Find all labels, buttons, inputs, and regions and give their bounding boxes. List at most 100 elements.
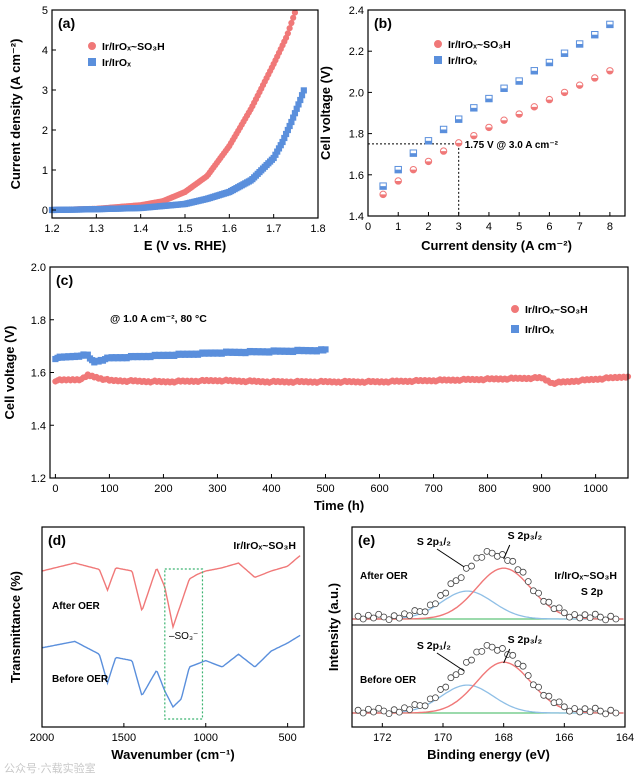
xps-data-point (519, 662, 527, 670)
y-axis-label: Current density (A cm⁻²) (8, 39, 23, 190)
pointer-arrow (436, 548, 465, 568)
xps-data-point (406, 612, 414, 620)
x-tick-label: 1 (395, 221, 401, 233)
xps-data-point (581, 705, 589, 713)
panel-a-frame (51, 9, 319, 219)
xps-data-point (607, 612, 615, 620)
x-tick-label: 8 (607, 221, 613, 233)
pointer-arrow (436, 652, 465, 672)
plot-title: Ir/IrOₓ~SO₃H (554, 570, 617, 582)
xps-data-point (359, 709, 367, 717)
annotation: @ 1.0 A cm⁻², 80 °C (110, 313, 207, 325)
xps-data-point (545, 598, 553, 606)
data-point-half (576, 43, 583, 48)
peak-label: S 2p₃/₂ (508, 530, 543, 542)
x-tick-label: 2000 (30, 732, 54, 744)
xps-data-point (566, 613, 573, 621)
data-point-half (395, 180, 402, 185)
y-tick-label: 3 (42, 85, 48, 97)
y-tick-label: 2.0 (31, 262, 46, 274)
x-tick-label: 700 (424, 483, 442, 495)
data-point-half (395, 169, 402, 173)
xps-data-point (488, 643, 496, 651)
spectrum-line (41, 555, 301, 630)
xps-data-point (447, 580, 455, 588)
x-tick-label: 2 (425, 221, 431, 233)
x-tick-label: 1500 (112, 732, 136, 744)
y-tick-label: 0 (42, 205, 48, 217)
xps-data-point (591, 704, 599, 712)
xps-data-point (571, 611, 579, 618)
xps-data-point (406, 706, 414, 714)
x-tick-label: 168 (494, 732, 512, 744)
x-tick-label: 1000 (194, 732, 218, 744)
spectrum-line (41, 634, 301, 709)
legend-label: Ir/IrOₓ (102, 57, 131, 69)
xps-data-point (385, 710, 393, 718)
x-tick-label: 100 (100, 483, 118, 495)
x-tick-label: 1.8 (310, 223, 325, 235)
xps-data-point (452, 577, 460, 585)
x-axis-label: Wavenumber (cm⁻¹) (111, 747, 234, 762)
panel-c-frame (49, 266, 629, 479)
legend-marker (511, 325, 519, 333)
legend-label: Ir/IrOₓ~SO₃H (102, 41, 165, 53)
data-point (286, 25, 293, 32)
xps-data-point (597, 613, 604, 621)
y-tick-label: 1.4 (349, 211, 364, 223)
data-point (290, 14, 297, 21)
xps-data-point (560, 609, 568, 617)
x-tick-label: 6 (546, 221, 552, 233)
xps-data-point (432, 600, 439, 608)
x-tick-label: 300 (208, 483, 226, 495)
legend-marker (511, 305, 519, 313)
data-point-half (546, 62, 553, 66)
x-tick-label: 3 (456, 221, 462, 233)
pointer-arrow (503, 648, 511, 664)
x-tick-label: 800 (478, 483, 496, 495)
data-point (284, 30, 291, 37)
data-point-half (515, 81, 523, 85)
xps-data-point (364, 705, 372, 713)
xps-data-point (370, 614, 377, 622)
curve-label: After OER (52, 601, 101, 612)
curve-label: Before OER (360, 675, 417, 686)
y-tick-label: 1.6 (349, 170, 364, 182)
xps-data-point (375, 704, 383, 712)
x-tick-label: 500 (278, 732, 296, 744)
xps-data-point (452, 671, 460, 679)
data-point-half (591, 77, 598, 82)
xps-data-point (586, 614, 594, 622)
data-point (291, 9, 299, 16)
data-point-half (470, 107, 478, 112)
xps-data-point (354, 706, 362, 714)
data-point-half (440, 151, 447, 155)
xps-data-point (509, 651, 517, 659)
xps-data-point (555, 698, 563, 706)
legend-marker (434, 56, 442, 64)
data-point-half (515, 114, 523, 118)
x-tick-label: 1.5 (177, 223, 192, 235)
xps-data-point (555, 604, 563, 612)
x-tick-label: 600 (370, 483, 388, 495)
legend-label: Ir/IrOₓ~SO₃H (448, 39, 511, 51)
xps-data-point (576, 614, 584, 622)
xps-data-point (524, 672, 532, 679)
panel-d-frame (41, 526, 305, 728)
xps-data-point (395, 708, 403, 716)
xps-data-point (380, 613, 388, 621)
x-tick-label: 1.6 (222, 223, 237, 235)
y-tick-label: 2 (42, 125, 48, 137)
legend-marker (88, 42, 96, 50)
xps-data-point (586, 708, 594, 716)
y-tick-label: 1.4 (31, 420, 46, 432)
data-point-half (410, 153, 417, 157)
xps-data-point (602, 616, 609, 624)
plot-title: S 2p (581, 586, 603, 598)
data-point-half (531, 70, 538, 74)
xps-data-point (545, 692, 553, 700)
data-point-half (606, 24, 614, 28)
x-tick-label: 1.4 (133, 223, 148, 235)
